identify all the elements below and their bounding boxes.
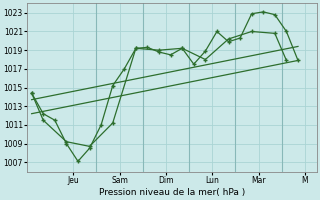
X-axis label: Pression niveau de la mer( hPa ): Pression niveau de la mer( hPa ) (99, 188, 245, 197)
